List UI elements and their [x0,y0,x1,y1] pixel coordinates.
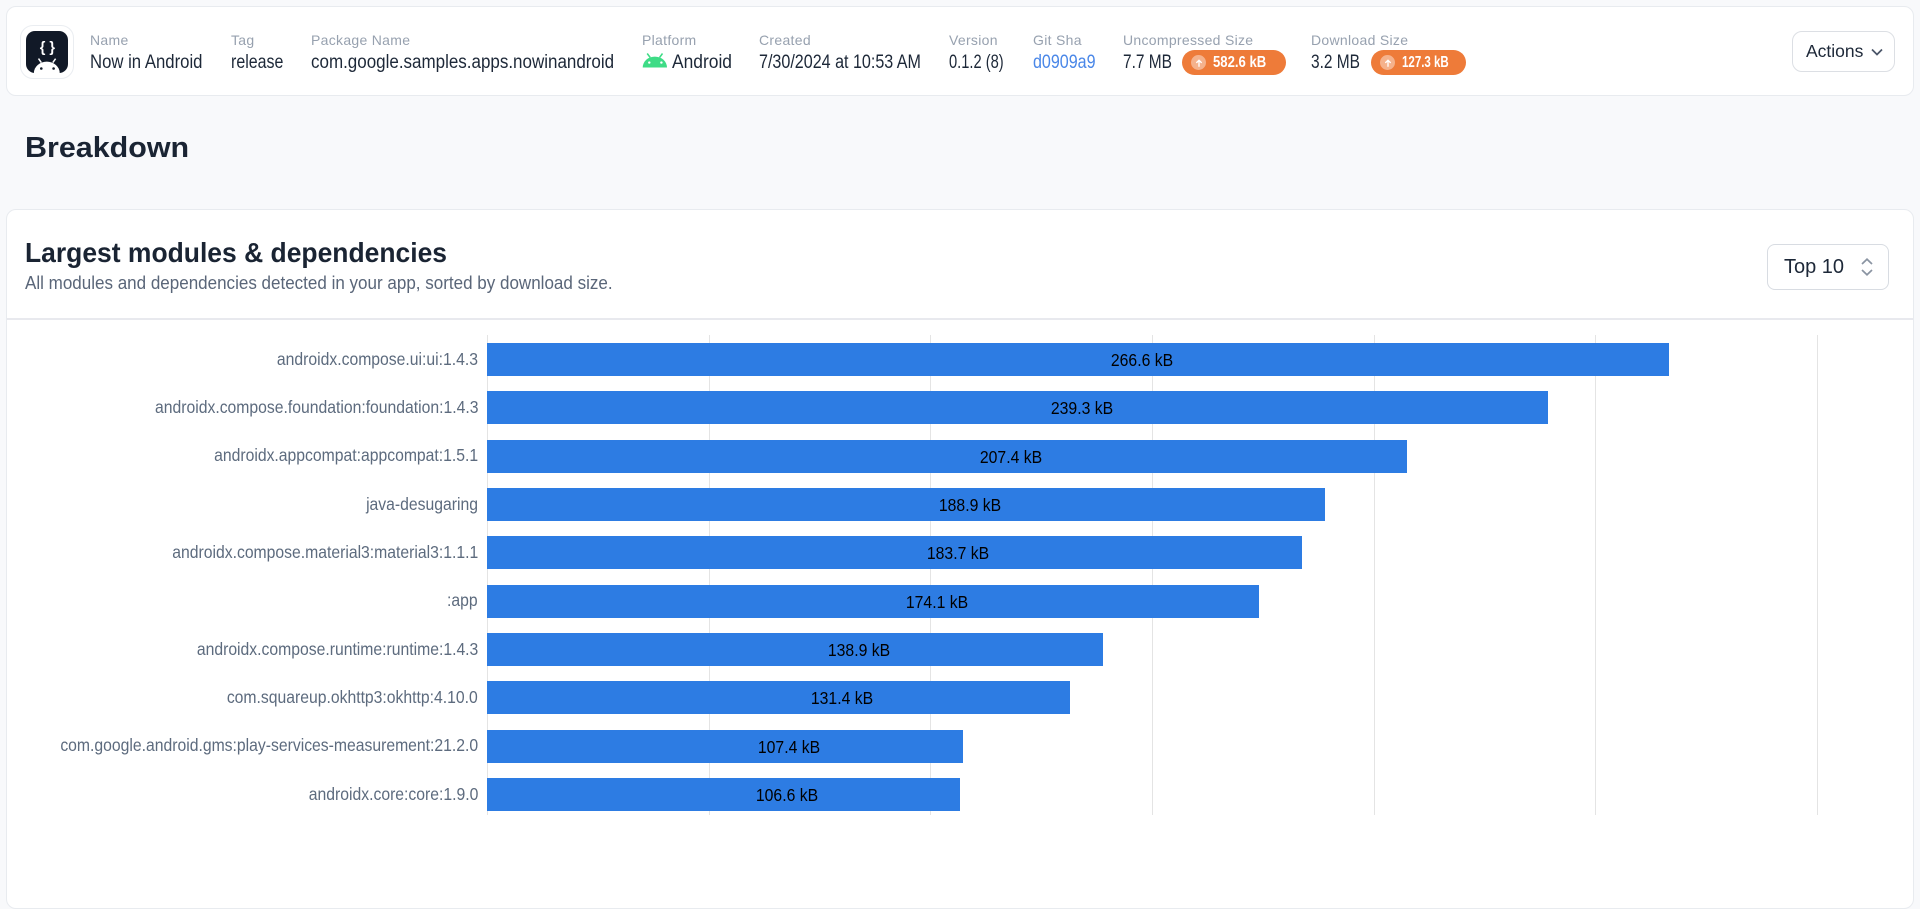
svg-text:{ }: { } [40,40,56,56]
